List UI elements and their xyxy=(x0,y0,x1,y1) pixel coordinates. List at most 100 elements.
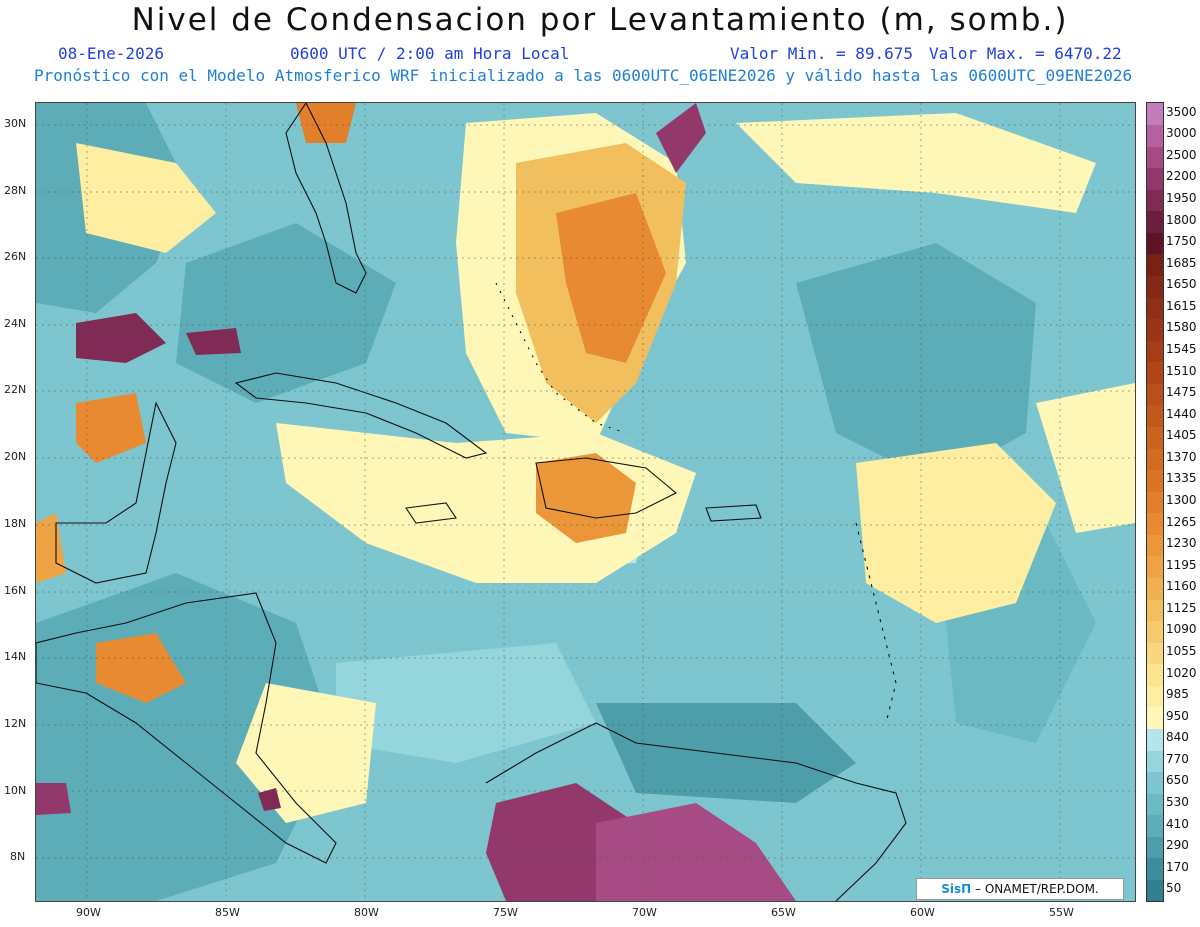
colorbar-label: 1510 xyxy=(1166,363,1197,378)
yellow-zone-far-east xyxy=(1036,383,1135,533)
colorbar-cell xyxy=(1147,340,1163,363)
colorbar-cell xyxy=(1147,728,1163,751)
lat-label-24n: 24N xyxy=(4,317,27,330)
colorbar-cell xyxy=(1147,210,1163,233)
colorbar-cell xyxy=(1147,253,1163,277)
yellow-zone-gulf xyxy=(76,143,216,253)
colorbar-cell xyxy=(1147,361,1163,384)
forecast-time: 0600 UTC / 2:00 am Hora Local xyxy=(290,44,570,63)
colorbar-cell xyxy=(1147,167,1163,190)
colorbar-label: 170 xyxy=(1166,859,1189,874)
colorbar-label: 1370 xyxy=(1166,449,1197,464)
lat-label-14n: 14N xyxy=(4,650,27,663)
bahamas-islands xyxy=(495,282,627,434)
colorbar-label: 770 xyxy=(1166,751,1189,766)
lat-label-12n: 12N xyxy=(4,717,27,730)
teal-zone-atlantic xyxy=(796,243,1036,483)
lat-label-30n: 30N xyxy=(4,117,27,130)
orange-zone-north xyxy=(296,103,356,143)
colorbar-label: 1055 xyxy=(1166,643,1197,658)
colorbar-label: 1580 xyxy=(1166,320,1197,335)
colorbar-cell xyxy=(1147,663,1163,686)
lat-label-10n: 10N xyxy=(4,784,27,797)
purple-zone-panama xyxy=(258,788,281,811)
orange-zone-honduras xyxy=(96,633,186,703)
colorbar-cell xyxy=(1147,879,1163,902)
credit-text: – ONAMET/REP.DOM. xyxy=(975,882,1099,896)
lcl-map xyxy=(35,102,1136,902)
lon-label-90w: 90W xyxy=(76,906,101,919)
central-america-coast xyxy=(36,592,337,864)
colorbar-cell xyxy=(1147,857,1163,880)
colorbar-cell xyxy=(1147,491,1163,514)
teal-zone-cuba xyxy=(176,223,396,403)
colorbar-label: 840 xyxy=(1166,730,1189,745)
lon-label-65w: 65W xyxy=(771,906,796,919)
purple-zone-west xyxy=(36,783,71,815)
colorbar-label: 1265 xyxy=(1166,514,1197,529)
colorbar-label: 3000 xyxy=(1166,126,1197,141)
purple-zone-north-atlantic xyxy=(656,103,706,173)
colorbar-cell xyxy=(1147,555,1163,578)
colorbar-cell xyxy=(1147,297,1163,320)
south-america-coast xyxy=(485,722,907,901)
puerto-rico-coast xyxy=(705,504,762,522)
orange-zone-hispaniola xyxy=(536,453,636,543)
colorbar-cell xyxy=(1147,642,1163,665)
colorbar-label: 1950 xyxy=(1166,191,1197,206)
colorbar-label: 2200 xyxy=(1166,169,1197,184)
colorbar-cell xyxy=(1147,599,1163,622)
lon-label-70w: 70W xyxy=(632,906,657,919)
hispaniola-coast xyxy=(535,457,677,519)
colorbar-cell xyxy=(1147,232,1163,255)
colorbar-label: 1125 xyxy=(1166,600,1197,615)
purple-zone-venezuela xyxy=(596,803,796,901)
lat-label-16n: 16N xyxy=(4,584,27,597)
colorbar-label: 985 xyxy=(1166,687,1189,702)
jamaica-coast xyxy=(405,502,457,524)
colorbar-label: 2500 xyxy=(1166,147,1197,162)
cuba-coast xyxy=(234,372,488,459)
forecast-note: Pronóstico con el Modelo Atmosferico WRF… xyxy=(34,66,1133,85)
colorbar-cell xyxy=(1147,836,1163,859)
colorbar-label: 650 xyxy=(1166,773,1189,788)
forecast-date: 08-Ene-2026 xyxy=(58,44,164,63)
colorbar-label: 1020 xyxy=(1166,665,1197,680)
colorbar-label: 1685 xyxy=(1166,255,1197,270)
max-value: Valor Max. = 6470.22 xyxy=(929,44,1122,63)
teal-zone-south-caribbean xyxy=(596,703,856,803)
lat-label-8n: 8N xyxy=(10,850,26,863)
colorbar-label: 530 xyxy=(1166,794,1189,809)
colorbar-label: 290 xyxy=(1166,838,1189,853)
colorbar-cell xyxy=(1147,383,1163,406)
colorbar-cell xyxy=(1147,706,1163,729)
colorbar-cell xyxy=(1147,124,1163,147)
colorbar-cell xyxy=(1147,404,1163,427)
map-title: Nivel de Condensacion por Levantamiento … xyxy=(131,2,1069,38)
dark-orange-zone-bahamas xyxy=(556,193,666,363)
lat-label-18n: 18N xyxy=(4,517,27,530)
coastlines xyxy=(36,103,907,901)
colorbar-cell xyxy=(1147,771,1163,794)
colorbar-cell xyxy=(1147,469,1163,492)
colorbar-label: 1160 xyxy=(1166,579,1197,594)
lesser-antilles xyxy=(855,522,897,724)
lon-label-55w: 55W xyxy=(1049,906,1074,919)
colorbar-label: 410 xyxy=(1166,816,1189,831)
lon-label-80w: 80W xyxy=(354,906,379,919)
yellow-zone-east-caribbean xyxy=(856,443,1056,623)
purple-zone-gulf-2 xyxy=(186,328,241,355)
yellow-zone-panama xyxy=(236,683,376,823)
colorbar-label: 1335 xyxy=(1166,471,1197,486)
colorbar-cell xyxy=(1147,103,1163,126)
orange-zone-west-edge xyxy=(36,513,66,583)
colorbar-cell xyxy=(1147,620,1163,643)
credit-box: SisΠ – ONAMET/REP.DOM. xyxy=(916,878,1124,900)
brand-logo: SisΠ xyxy=(941,882,972,896)
lat-label-28n: 28N xyxy=(4,184,27,197)
lat-label-26n: 26N xyxy=(4,250,27,263)
map-canvas xyxy=(36,103,1135,901)
lon-label-75w: 75W xyxy=(493,906,518,919)
colorbar-label: 1650 xyxy=(1166,277,1197,292)
florida-coast xyxy=(285,103,367,294)
